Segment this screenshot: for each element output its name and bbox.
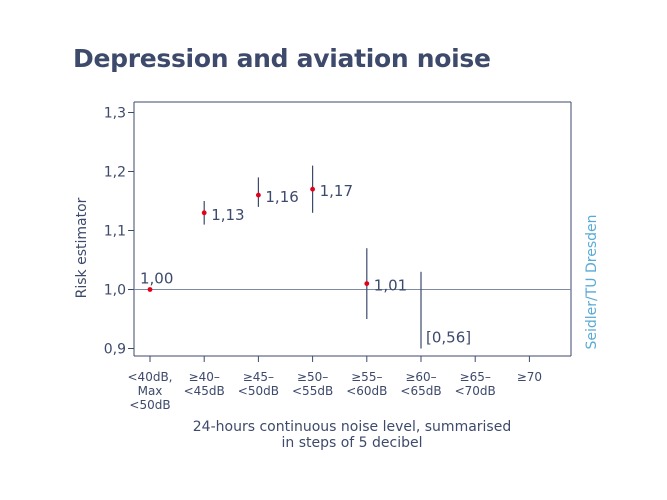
data-point-3 [310,186,315,192]
y-tick-label-1: 1,0 [104,283,126,299]
x-category-label-0-1: Max [138,384,163,398]
x-category-label-5-1: <65dB [400,384,441,398]
x-category-label-5-0: ≥60– [405,370,436,384]
data-label-3: 1,17 [320,182,353,200]
x-category-label-0-0: <40dB, [128,370,173,384]
chart-title: Depression and aviation noise [73,44,491,73]
x-category-label-1-1: <45dB [184,384,225,398]
data-label-1: 1,13 [211,206,244,224]
y-axis-label: Risk estimator [74,197,90,298]
x-axis-label-line-2: in steps of 5 decibel [281,435,422,451]
y-tick-label-2: 1,1 [104,224,126,240]
x-category-label-3-1: <55dB [292,384,333,398]
y-tick-label-0: 0,9 [104,342,126,358]
x-category-label-7-0: ≥70 [517,370,542,384]
data-point-1 [201,210,207,216]
data-point-4 [364,281,370,286]
source-credit: Seidler/TU Dresden [584,214,600,349]
x-category-label-4-1: <60dB [346,384,387,398]
x-category-label-2-0: ≥45– [243,370,274,384]
y-tick-label-4: 1,3 [104,106,126,122]
data-label-0: 1,00 [140,270,173,288]
data-points: 1,00 1,13 1,16 1,17 1,01 [0,56] [140,165,471,349]
x-axis-label-line-1: 24-hours continuous noise level, summari… [193,419,511,435]
x-category-label-0-2: <50dB [129,398,170,412]
x-category-label-4-0: ≥55– [351,370,382,384]
plot-frame [133,101,572,357]
data-label-4: 1,01 [374,277,407,295]
data-point-2 [256,192,261,198]
y-tick-label-3: 1,2 [104,165,126,181]
data-label-2: 1,16 [265,188,298,206]
x-axis-categories: <40dB,Max<50dB≥40–<45dB≥45–<50dB≥50–<55d… [128,356,542,412]
data-point-0 [147,287,153,292]
x-category-label-1-0: ≥40– [189,370,220,384]
data-label-5: [0,56] [426,329,471,347]
x-category-label-6-0: ≥65– [460,370,491,384]
y-axis-ticks: 0,9 1,0 1,1 1,2 1,3 [104,106,134,358]
x-category-label-2-1: <50dB [238,384,279,398]
x-category-label-6-1: <70dB [455,384,496,398]
x-category-label-3-0: ≥50– [297,370,328,384]
